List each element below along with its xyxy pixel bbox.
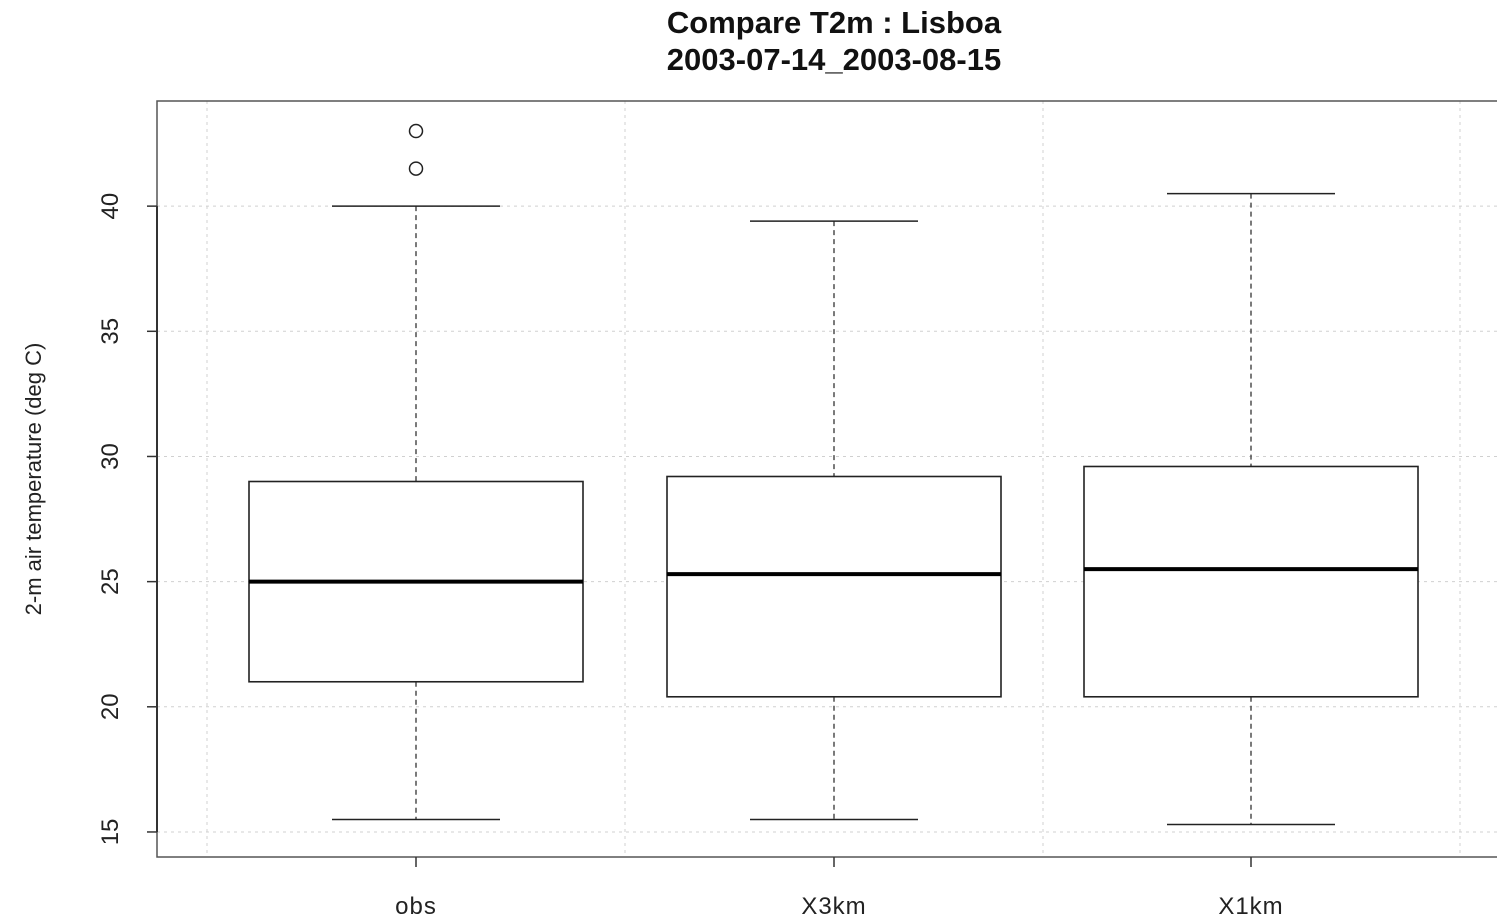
- box-iqr: [666, 475, 1002, 698]
- y-tick-label: 15: [97, 819, 124, 846]
- x-tick-label: X3km: [801, 893, 866, 920]
- box-obs: [248, 123, 584, 821]
- y-axis: 15 20 25 30 35 40: [97, 193, 158, 846]
- y-tick-label: 35: [97, 318, 124, 345]
- y-axis-label: 2-m air temperature (deg C): [21, 343, 46, 616]
- x-tick-label: obs: [395, 893, 437, 920]
- x-axis: obs X3km X1km: [395, 857, 1283, 920]
- box-iqr: [1083, 465, 1419, 698]
- y-tick-label: 30: [97, 443, 124, 470]
- chart-title: Compare T2m : Lisboa: [667, 5, 1002, 40]
- outlier-point: [408, 161, 424, 176]
- chart-subtitle: 2003-07-14_2003-08-15: [667, 42, 1001, 77]
- box-series: [248, 123, 1419, 826]
- x-tick-label: X1km: [1218, 893, 1283, 920]
- y-tick-label: 40: [97, 193, 124, 220]
- box-X3km: [666, 220, 1002, 821]
- y-tick-label: 25: [97, 568, 124, 595]
- outlier-point: [408, 123, 424, 139]
- box-X1km: [1083, 192, 1419, 826]
- y-tick-label: 20: [97, 693, 124, 720]
